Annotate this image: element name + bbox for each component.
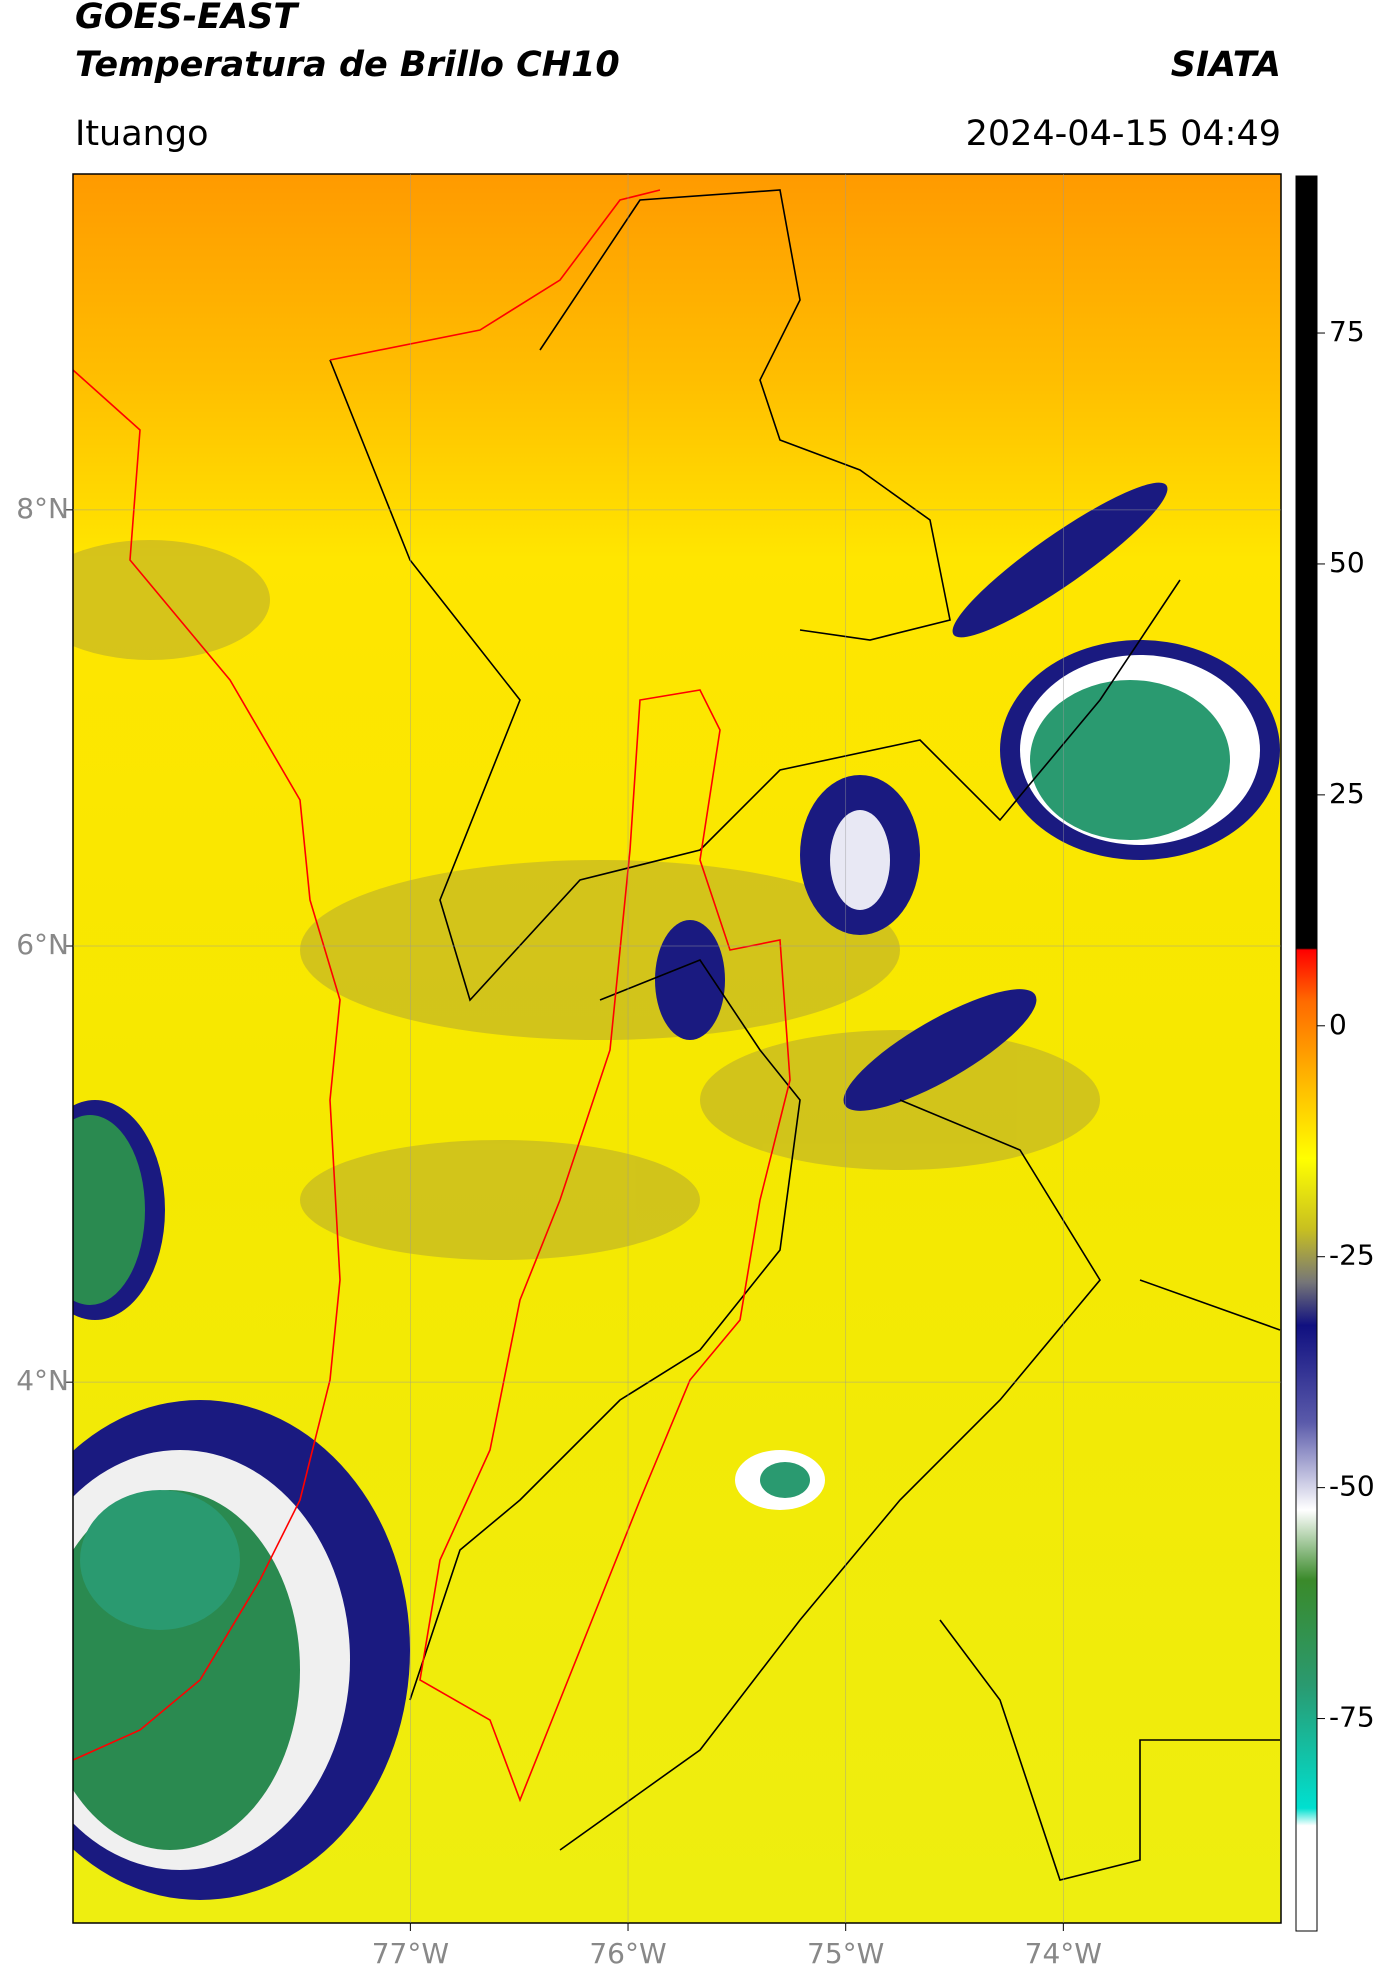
colorbar [1295, 175, 1318, 1932]
colorbar-tick-label: 75 [1329, 315, 1365, 348]
y-tick-label: 6°N [16, 928, 69, 961]
clouds [73, 482, 1280, 1900]
colorbar-tick-label: -75 [1329, 1701, 1375, 1734]
colorbar-tick-label: 0 [1329, 1008, 1347, 1041]
x-tick-label: 75°W [807, 1937, 884, 1970]
red-borders [73, 189, 791, 1803]
brand: SIATA [1171, 45, 1281, 85]
colorbar-tick-label: 25 [1329, 777, 1365, 810]
haze [73, 540, 1100, 1260]
colorbar-tick-label: -25 [1329, 1239, 1375, 1272]
x-tick-label: 74°W [1025, 1937, 1102, 1970]
location: Ituango [75, 114, 209, 154]
map-frame [72, 173, 1282, 1924]
subtitle: Temperatura de Brillo CH10 [75, 45, 620, 85]
map [73, 174, 1281, 1923]
x-tick-label: 76°W [589, 1937, 666, 1970]
colorbar-tick-label: 50 [1329, 546, 1365, 579]
y-tick-label: 8°N [16, 492, 69, 525]
timestamp: 2024-04-15 04:49 [966, 114, 1281, 154]
colorbar-tick-label: -50 [1329, 1470, 1375, 1503]
borders [329, 189, 1281, 1881]
x-tick-label: 77°W [372, 1937, 449, 1970]
y-tick-label: 4°N [16, 1364, 69, 1397]
title: GOES-EAST [75, 0, 300, 37]
